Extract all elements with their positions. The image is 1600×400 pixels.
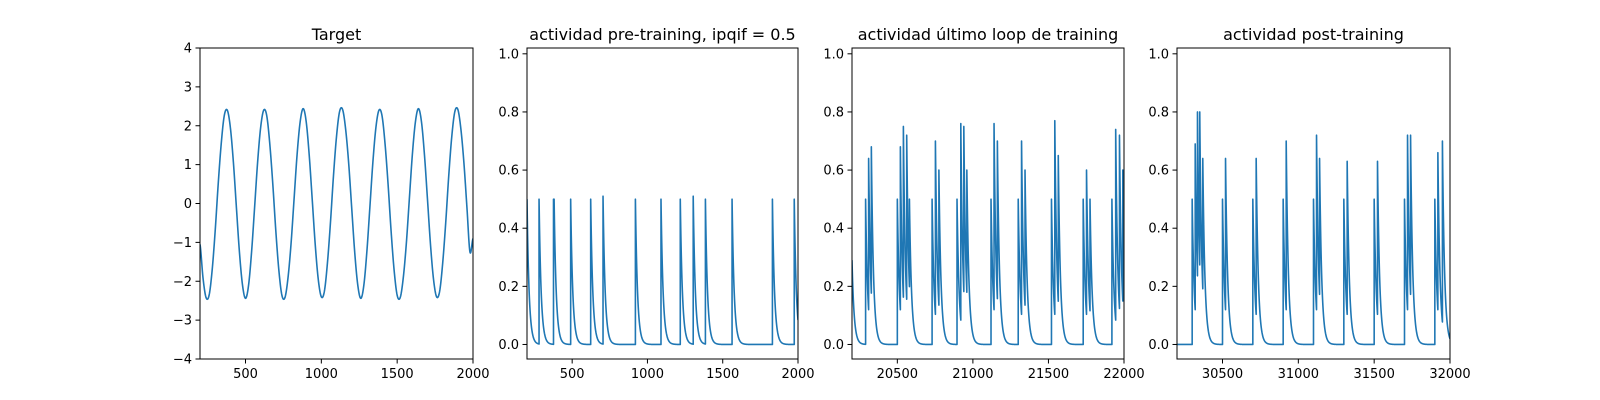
chart-title: actividad último loop de training: [858, 25, 1119, 44]
chart-title: actividad pre-training, ipqif = 0.5: [529, 25, 795, 44]
y-tick-label: −1: [173, 236, 192, 251]
y-tick-label: 0.4: [498, 222, 519, 237]
x-tick-label: 500: [560, 367, 585, 382]
y-tick-label: 1: [184, 158, 192, 173]
y-tick-label: 3: [184, 80, 192, 95]
y-tick-label: 0.8: [1148, 105, 1169, 120]
chart-title: Target: [311, 25, 362, 44]
y-tick-label: 1.0: [498, 47, 519, 62]
y-tick-label: 0.2: [823, 280, 844, 295]
x-tick-label: 2000: [456, 367, 489, 382]
y-tick-label: 0.0: [1148, 338, 1169, 353]
y-tick-label: 0.2: [498, 280, 519, 295]
x-tick-label: 30500: [1202, 367, 1243, 382]
y-tick-label: 2: [184, 119, 192, 134]
x-tick-label: 2000: [781, 367, 814, 382]
series-line: [1177, 111, 1450, 346]
x-tick-label: 1000: [631, 367, 664, 382]
chart-panel-4: 30500 31000 31500 32000 0.0 0.2 0.4 0.6 0.8 1.0 ac…: [1148, 25, 1470, 382]
y-tick-label: −2: [173, 275, 192, 290]
y-tick-label: 0.6: [498, 164, 519, 179]
x-tick-label: 31500: [1353, 367, 1394, 382]
y-tick-label: −4: [173, 353, 192, 368]
x-tick-label: 500: [233, 367, 258, 382]
x-tick-label: 1500: [381, 367, 414, 382]
y-tick-label: 0.6: [823, 164, 844, 179]
y-tick-label: 1.0: [823, 47, 844, 62]
x-tick-label: 32000: [1429, 367, 1470, 382]
y-tick-label: 0.8: [498, 105, 519, 120]
y-tick-label: 0.4: [1148, 222, 1169, 237]
series-line: [527, 195, 798, 346]
series-line: [852, 119, 1124, 346]
chart-panel-3: 20500 21000 21500 22000 0.0 0.2 0.4 0.6 0.8 1.0 ac…: [823, 25, 1144, 382]
plot-frame: [1176, 47, 1451, 360]
chart-panel-2: 500 1000 1500 2000 0.0 0.2 0.4 0.6 0.8 1.0 activid…: [498, 25, 814, 382]
plot-frame: [851, 47, 1125, 360]
x-tick-label: 20500: [877, 367, 918, 382]
plot-frame: [199, 47, 474, 360]
y-tick-label: 4: [184, 42, 192, 57]
x-tick-label: 1000: [305, 367, 338, 382]
y-tick-label: 0.0: [823, 338, 844, 353]
y-tick-label: 0.6: [1148, 164, 1169, 179]
y-tick-label: −3: [173, 314, 192, 329]
x-tick-label: 1500: [706, 367, 739, 382]
y-tick-label: 0.4: [823, 222, 844, 237]
x-tick-label: 31000: [1278, 367, 1319, 382]
y-tick-label: 0: [184, 197, 192, 212]
x-tick-label: 21000: [952, 367, 993, 382]
plot-frame: [526, 47, 799, 360]
x-tick-label: 22000: [1103, 367, 1144, 382]
series-line: [200, 106, 473, 301]
chart-title: actividad post-training: [1223, 25, 1404, 44]
y-tick-label: 1.0: [1148, 47, 1169, 62]
y-tick-label: 0.0: [498, 338, 519, 353]
x-tick-label: 21500: [1028, 367, 1069, 382]
y-tick-label: 0.2: [1148, 280, 1169, 295]
chart-panel-1: 500 1000 1500 2000 −4 −3 −2 −1 0 1 2 3 4 Target: [173, 25, 490, 382]
y-tick-label: 0.8: [823, 105, 844, 120]
